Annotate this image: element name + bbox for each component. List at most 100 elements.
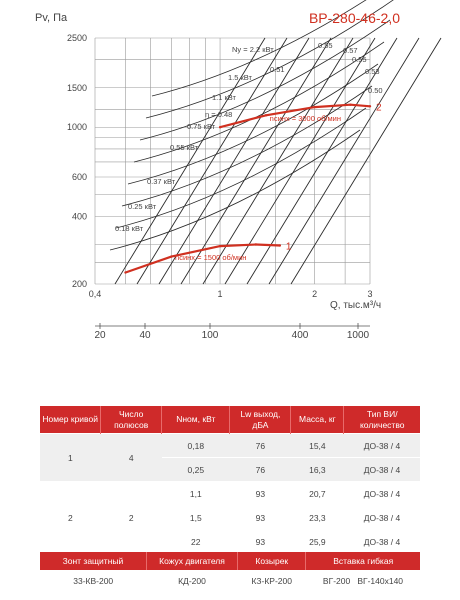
x2-tick-label: 100 bbox=[202, 330, 219, 341]
y-tick-label: 1500 bbox=[67, 83, 87, 93]
table-cell: КЗ-КР-200 bbox=[251, 576, 292, 586]
table-cell: 25,9 bbox=[290, 529, 344, 554]
series-point-2 bbox=[264, 114, 268, 117]
efficiency-ray bbox=[202, 37, 354, 285]
col-header: Зонт защитный bbox=[40, 552, 147, 570]
y-tick-label: 1000 bbox=[67, 122, 87, 132]
col-header: Lw выход, дБА bbox=[229, 406, 291, 434]
table-cell: 93 bbox=[229, 529, 291, 554]
table-cell: КД-200 bbox=[178, 576, 206, 586]
power-curve bbox=[109, 129, 361, 251]
table-cell: 1 bbox=[40, 433, 101, 482]
table-cell: 93 bbox=[229, 505, 291, 530]
accessories-table: Зонт защитный Кожух двигателя Козырек Вс… bbox=[40, 552, 420, 592]
power-label: 0.55 кВт bbox=[170, 143, 199, 152]
col-header: Масса, кг bbox=[290, 406, 344, 434]
col-header: Номер кривой bbox=[40, 406, 101, 434]
series-point-2 bbox=[349, 103, 352, 106]
table-cell: 15,4 bbox=[290, 433, 344, 458]
table-cell: 22 bbox=[161, 529, 230, 554]
efficiency-ray bbox=[224, 37, 376, 285]
efficiency-label: 0.57 bbox=[343, 46, 358, 55]
efficiency-ray bbox=[136, 37, 288, 285]
table-cell: 76 bbox=[229, 433, 291, 458]
x2-tick-label: 400 bbox=[292, 330, 309, 341]
x-tick-label: 2 bbox=[312, 289, 317, 299]
power-curve bbox=[115, 107, 367, 229]
table-cell-part: ВГ-200 bbox=[322, 576, 351, 586]
series-point-1 bbox=[278, 244, 282, 247]
x2-tick-label: 40 bbox=[139, 330, 151, 341]
power-curve bbox=[151, 0, 367, 97]
series-point-2 bbox=[313, 105, 316, 109]
y-tick-label: 400 bbox=[72, 211, 87, 221]
power-label: Ny = 2.2 кВт bbox=[232, 45, 274, 54]
fan-performance-chart: 200 400 600 1000 1500 2500 0,4 1 2 3 20 40 100 400 100… bbox=[35, 0, 442, 341]
table-cell: 20,7 bbox=[290, 481, 344, 506]
col-header: Кожух двигателя bbox=[145, 552, 238, 570]
col-header: Тип ВИ/ количество bbox=[343, 406, 420, 434]
table-cell: ВГ-200 ВГ-140х140 bbox=[306, 570, 420, 592]
table-cell: 1,5 bbox=[161, 505, 230, 530]
table-row: 1,5 93 23,3 ДО-38 / 4 bbox=[40, 505, 420, 530]
x-tick-label: 3 bbox=[367, 289, 372, 299]
efficiency-ray bbox=[246, 37, 398, 285]
efficiency-label: 0.51 bbox=[270, 65, 285, 74]
table-row: 2 2 1,1 93 20,7 ДО-38 / 4 bbox=[40, 481, 420, 554]
power-curve bbox=[145, 0, 394, 119]
accessories-header: Зонт защитный Кожух двигателя Козырек Вс… bbox=[40, 552, 420, 570]
efficiency-ray bbox=[290, 37, 442, 285]
power-label: 0.37 кВт bbox=[147, 177, 176, 186]
series-label-1: nсинх = 1500 об/мин bbox=[175, 253, 246, 262]
y-tick-label: 200 bbox=[72, 279, 87, 289]
series-point-2 bbox=[218, 126, 222, 129]
series-point-2 bbox=[368, 105, 372, 108]
table-cell: ДО-38 / 4 bbox=[343, 481, 420, 506]
power-curve bbox=[139, 19, 391, 141]
table-cell: 4 bbox=[100, 433, 162, 482]
efficiency-ray bbox=[180, 37, 332, 285]
series-point-1 bbox=[170, 255, 173, 258]
table-row: 1 4 0,18 76 15,4 ДО-38 / 4 bbox=[40, 433, 420, 482]
y-axis-label: Pv, Па bbox=[35, 12, 68, 24]
efficiency-ray bbox=[268, 37, 420, 285]
table-cell: 33-КВ-200 bbox=[73, 576, 114, 586]
power-curve bbox=[127, 63, 379, 185]
series-point-1 bbox=[218, 244, 222, 248]
y-tick-label: 600 bbox=[72, 172, 87, 182]
accessories-row: 33-КВ-200 КД-200 КЗ-КР-200 ВГ-200 ВГ-140… bbox=[40, 570, 420, 592]
y-tick-label: 2500 bbox=[67, 33, 87, 43]
power-curve bbox=[121, 85, 373, 207]
power-label: 1.5 кВт bbox=[228, 73, 253, 82]
table-cell: ДО-38 / 4 bbox=[343, 529, 420, 554]
col-header: Число полюсов bbox=[100, 406, 162, 434]
table-cell: 0,25 bbox=[161, 457, 230, 482]
table-cell: 76 bbox=[229, 457, 291, 482]
x2-tick-label: 1000 bbox=[347, 330, 370, 341]
series-label-2: nсинх = 3000 об/мин bbox=[270, 114, 341, 123]
efficiency-ray bbox=[114, 37, 266, 285]
col-header: Nном, кВт bbox=[161, 406, 230, 434]
table-cell: 23,3 bbox=[290, 505, 344, 530]
table-cell: ДО-38 / 4 bbox=[343, 457, 420, 482]
spec-table: Номер кривой Число полюсов Nном, кВт Lw … bbox=[40, 406, 420, 554]
table-cell: 1,1 bbox=[161, 481, 230, 506]
table-cell: 2 bbox=[100, 481, 162, 554]
efficiency-label: η = 0.48 bbox=[205, 110, 232, 119]
x2-tick-label: 20 bbox=[94, 330, 106, 341]
x-axis-label: Q, тыс.м³/ч bbox=[330, 300, 382, 311]
table-cell: 2 bbox=[40, 481, 101, 554]
table-cell: ДО-38 / 4 bbox=[343, 433, 420, 458]
col-header: Козырек bbox=[237, 552, 306, 570]
table-row: 0,25 76 16,3 ДО-38 / 4 bbox=[40, 457, 420, 482]
table-cell: 93 bbox=[229, 481, 291, 506]
chart-svg: 200 400 600 1000 1500 2500 0,4 1 2 3 20 40 100 400 100… bbox=[67, 0, 442, 341]
series-point-1 bbox=[254, 243, 258, 246]
series-point-1 bbox=[124, 271, 127, 274]
table-cell: ДО-38 / 4 bbox=[343, 505, 420, 530]
x-tick-label: 0,4 bbox=[89, 289, 102, 299]
x-tick-label: 1 bbox=[218, 289, 223, 299]
power-label: 0.25 кВт bbox=[128, 202, 157, 211]
chart-title: ВР-280-46-2,0 bbox=[308, 10, 400, 26]
efficiency-label: 0.50 bbox=[368, 86, 383, 95]
